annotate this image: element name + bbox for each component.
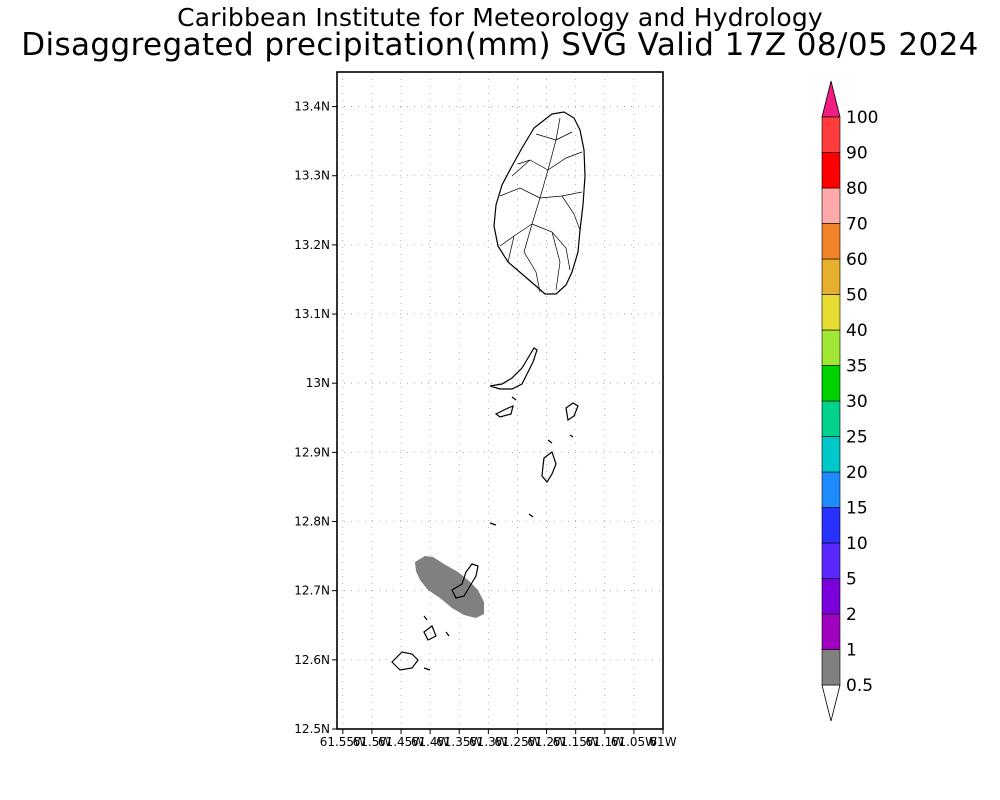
map-gridlines	[337, 72, 663, 729]
lat-tick-label: 12.5N	[294, 722, 330, 736]
colorbar-segment	[821, 116, 841, 153]
colorbar-segment	[821, 578, 841, 615]
colorbar-segment	[821, 400, 841, 437]
colorbar-segment	[821, 152, 841, 189]
lon-tick-label: 61.45W	[378, 735, 424, 749]
colorbar-label: 40	[846, 321, 868, 341]
watershed-lines	[499, 117, 583, 293]
colorbar-label: 10	[846, 534, 868, 554]
colorbar-label: 35	[846, 357, 868, 377]
lon-tick-label: 61.3W	[469, 735, 508, 749]
island-carriacou	[391, 651, 419, 671]
axis-ticks	[332, 106, 664, 734]
colorbar-label: 70	[846, 215, 868, 235]
lat-tick-label: 12.9N	[294, 445, 330, 459]
lat-tick-label: 13.2N	[294, 238, 330, 252]
colorbar-segment	[821, 187, 841, 224]
lon-tick-label: 61.5W	[353, 735, 392, 749]
island-bequia	[489, 347, 538, 390]
colorbar-label: 15	[846, 499, 868, 519]
colorbar-segment	[821, 507, 841, 544]
colorbar-under-arrow	[821, 684, 841, 722]
lon-tick-label: 61.15W	[553, 735, 599, 749]
colorbar-over-arrow	[821, 80, 841, 118]
colorbar-label: 5	[846, 570, 857, 590]
colorbar-segment	[821, 258, 841, 295]
colorbar-label: 20	[846, 463, 868, 483]
colorbar-label: 2	[846, 605, 857, 625]
colorbar-label: 50	[846, 286, 868, 306]
colorbar-label: 30	[846, 392, 868, 412]
lat-tick-label: 13N	[306, 376, 330, 390]
lat-tick-label: 12.7N	[294, 584, 330, 598]
lon-tick-label: 61W	[649, 735, 676, 749]
lon-tick-label: 61.25W	[494, 735, 540, 749]
colorbar-label: 0.5	[846, 676, 873, 696]
colorbar-segment	[821, 542, 841, 579]
colorbar-label: 60	[846, 250, 868, 270]
colorbar-segment	[821, 329, 841, 366]
lon-tick-label: 61.1W	[585, 735, 624, 749]
island-mustique	[565, 402, 579, 422]
map-title-line2: Disaggregated precipitation(mm) SVG Vali…	[21, 27, 979, 63]
colorbar-segment	[821, 649, 841, 686]
lon-tick-label: 61.35W	[436, 735, 482, 749]
colorbar-segment	[821, 471, 841, 508]
lat-tick-label: 12.6N	[294, 653, 330, 667]
lon-tick-label: 61.2W	[527, 735, 566, 749]
colorbar-label: 25	[846, 428, 868, 448]
lat-tick-label: 13.3N	[294, 169, 330, 183]
map-frame	[336, 71, 664, 730]
colorbar-segment	[821, 365, 841, 402]
lat-tick-label: 13.4N	[294, 100, 330, 114]
colorbar-segment	[821, 294, 841, 331]
precipitation-area	[415, 556, 484, 618]
map-title-line1: Caribbean Institute for Meteorology and …	[177, 3, 823, 32]
island-outlines	[391, 111, 586, 671]
lat-tick-label: 12.8N	[294, 515, 330, 529]
colorbar-label: 80	[846, 179, 868, 199]
island-canouan	[541, 451, 557, 484]
colorbar-segment	[821, 223, 841, 260]
colorbar-label: 100	[846, 108, 878, 128]
lon-tick-label: 61.4W	[411, 735, 450, 749]
lon-tick-label: 61.55W	[320, 735, 366, 749]
colorbar-segment	[821, 436, 841, 473]
island-union	[451, 563, 479, 599]
lon-tick-label: 61.05W	[611, 735, 657, 749]
colorbar-segment	[821, 613, 841, 650]
island-st-vincent	[493, 111, 586, 295]
colorbar-label: 90	[846, 144, 868, 164]
lat-tick-label: 13.1N	[294, 307, 330, 321]
colorbar-label: 1	[846, 641, 857, 661]
axis-labels: 13.4N 13.3N 13.2N 13.1N 13N 12.9N 12.8N 12.7N 12…	[294, 100, 676, 749]
